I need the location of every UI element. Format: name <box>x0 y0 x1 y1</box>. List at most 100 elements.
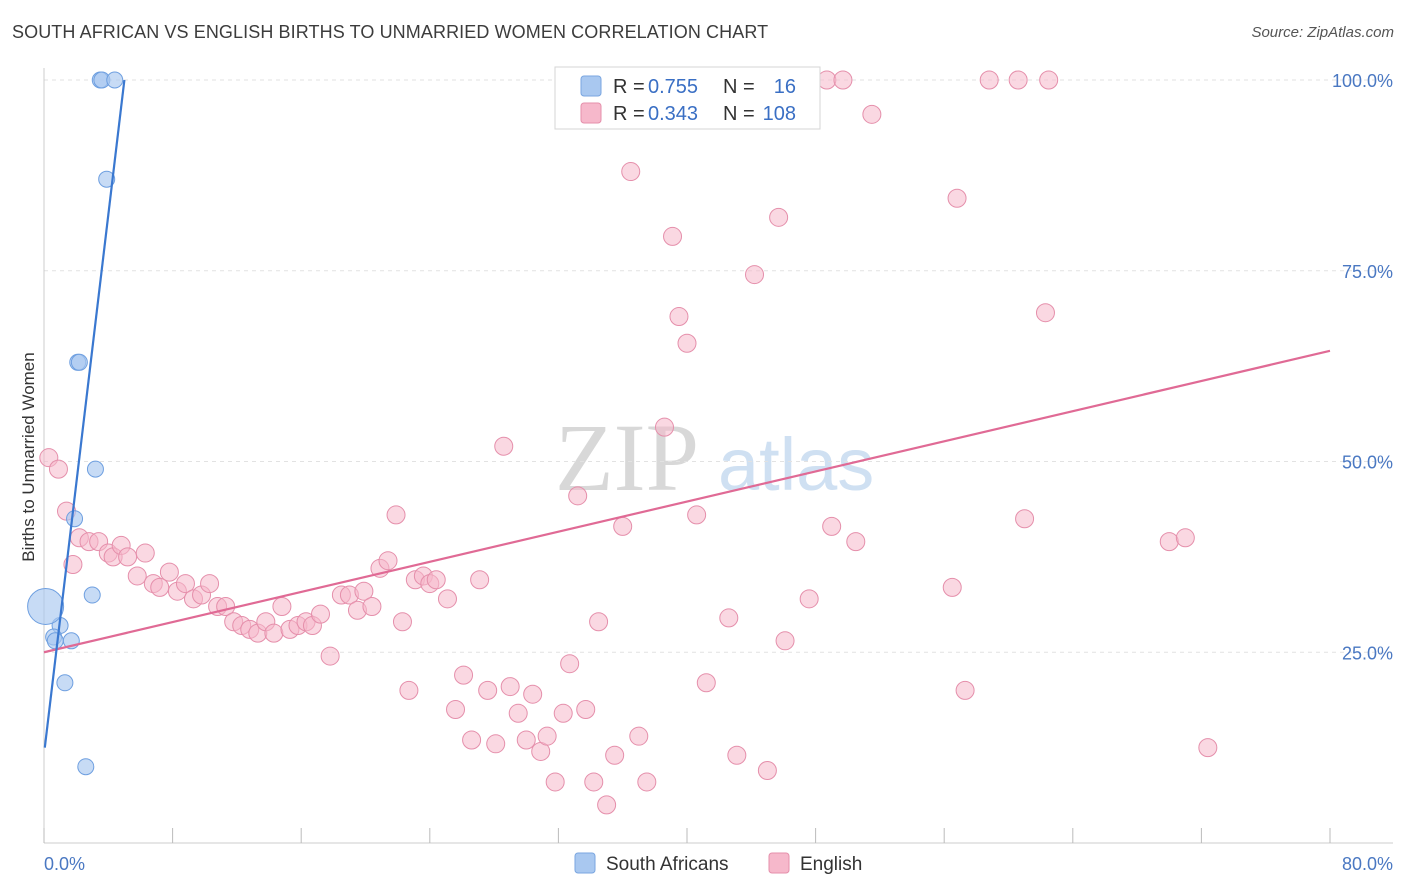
english-point-11 <box>127 566 147 586</box>
english-point-56 <box>486 734 506 754</box>
y-tick-label-50: 50.0% <box>1342 453 1393 473</box>
english-point-71 <box>597 795 617 815</box>
bottom-legend-label-south-africans: South Africans <box>606 854 729 875</box>
english-point-44 <box>392 612 412 632</box>
english-point-70 <box>589 612 609 632</box>
english-point-66 <box>560 654 580 674</box>
english-point-67 <box>568 486 588 506</box>
english-point-53 <box>462 730 482 750</box>
english-point-101 <box>1035 303 1055 323</box>
english-point-91 <box>817 70 837 90</box>
legend-n-value-english: 108 <box>763 103 796 125</box>
english-point-84 <box>719 608 739 628</box>
south-african-point-2 <box>106 71 124 89</box>
english-point-105 <box>1175 528 1195 548</box>
english-point-79 <box>669 307 689 327</box>
english-point-88 <box>769 207 789 227</box>
english-point-45 <box>399 680 419 700</box>
south-african-point-3 <box>98 170 116 188</box>
english-point-100 <box>1008 70 1028 90</box>
english-point-99 <box>979 70 999 90</box>
english-point-96 <box>942 577 962 597</box>
english-point-72 <box>605 745 625 765</box>
english-point-3 <box>63 555 83 575</box>
english-point-73 <box>613 516 633 536</box>
bottom-legend-label-english: English <box>800 854 862 875</box>
english-point-34 <box>310 604 330 624</box>
english-point-74 <box>621 162 641 182</box>
english-point-50 <box>437 589 457 609</box>
legend-r-label-1: R = <box>613 76 645 98</box>
english-point-59 <box>508 703 528 723</box>
english-point-106 <box>1198 738 1218 758</box>
english-point-80 <box>677 333 697 353</box>
english-point-102 <box>1039 70 1059 90</box>
english-point-77 <box>654 417 674 437</box>
legend-swatch-english <box>580 102 602 124</box>
legend-swatch-south-africans <box>580 75 602 97</box>
english-point-87 <box>757 761 777 781</box>
english-point-78 <box>663 226 683 246</box>
south-african-point-11 <box>46 632 64 650</box>
english-point-103 <box>1015 509 1035 529</box>
watermark-atlas: atlas <box>718 423 874 506</box>
x-tick-label-max: 80.0% <box>1342 854 1393 874</box>
english-point-43 <box>386 505 406 525</box>
x-ticks <box>43 828 1331 843</box>
english-point-14 <box>150 577 170 597</box>
english-point-75 <box>629 726 649 746</box>
south-african-point-15 <box>27 587 65 625</box>
english-point-54 <box>470 570 490 590</box>
english-point-64 <box>545 772 565 792</box>
legend: R = 0.755 N = 16 R = 0.343 N = 108 <box>554 66 821 130</box>
bottom-legend-swatch-english <box>768 852 790 874</box>
legend-n-value-south-africans: 16 <box>774 76 796 98</box>
english-point-86 <box>745 265 765 285</box>
english-point-39 <box>354 581 374 601</box>
english-point-82 <box>696 673 716 693</box>
english-point-61 <box>523 684 543 704</box>
english-point-20 <box>200 574 220 594</box>
x-tick-label-min: 0.0% <box>44 854 85 874</box>
south-african-point-5 <box>70 353 88 371</box>
english-point-29 <box>272 596 292 616</box>
english-point-52 <box>454 665 474 685</box>
trend-lines <box>43 79 1331 748</box>
english-point-69 <box>584 772 604 792</box>
english-point-95 <box>862 104 882 124</box>
y-tick-label-75: 75.0% <box>1342 262 1393 282</box>
gridlines <box>44 79 1393 653</box>
english-point-63 <box>537 726 557 746</box>
english-point-57 <box>494 436 514 456</box>
english-point-89 <box>775 631 795 651</box>
english-point-40 <box>362 596 382 616</box>
english-points <box>39 70 1218 815</box>
legend-r-value-english: 0.343 <box>648 103 698 125</box>
south-african-point-6 <box>86 460 104 478</box>
english-point-93 <box>833 70 853 90</box>
south-african-points <box>27 71 124 776</box>
south-african-point-13 <box>56 674 74 692</box>
y-tick-labels: 25.0% 50.0% 75.0% 100.0% <box>1332 71 1393 663</box>
english-point-1 <box>48 459 68 479</box>
english-point-42 <box>378 551 398 571</box>
english-point-10 <box>118 547 138 567</box>
y-axis-title: Births to Unmarried Women <box>19 352 38 561</box>
english-point-17 <box>175 574 195 594</box>
legend-r-label-2: R = <box>613 103 645 125</box>
english-point-51 <box>446 699 466 719</box>
english-point-15 <box>159 562 179 582</box>
chart-title: SOUTH AFRICAN VS ENGLISH BIRTHS TO UNMAR… <box>12 22 769 42</box>
english-point-55 <box>478 680 498 700</box>
south-african-point-8 <box>83 586 101 604</box>
english-point-81 <box>687 505 707 525</box>
south-african-point-7 <box>66 510 84 528</box>
english-point-58 <box>500 677 520 697</box>
english-point-12 <box>135 543 155 563</box>
english-point-104 <box>1159 532 1179 552</box>
english-point-94 <box>846 532 866 552</box>
english-point-98 <box>955 680 975 700</box>
english-point-107 <box>799 589 819 609</box>
y-tick-label-100: 100.0% <box>1332 71 1393 91</box>
